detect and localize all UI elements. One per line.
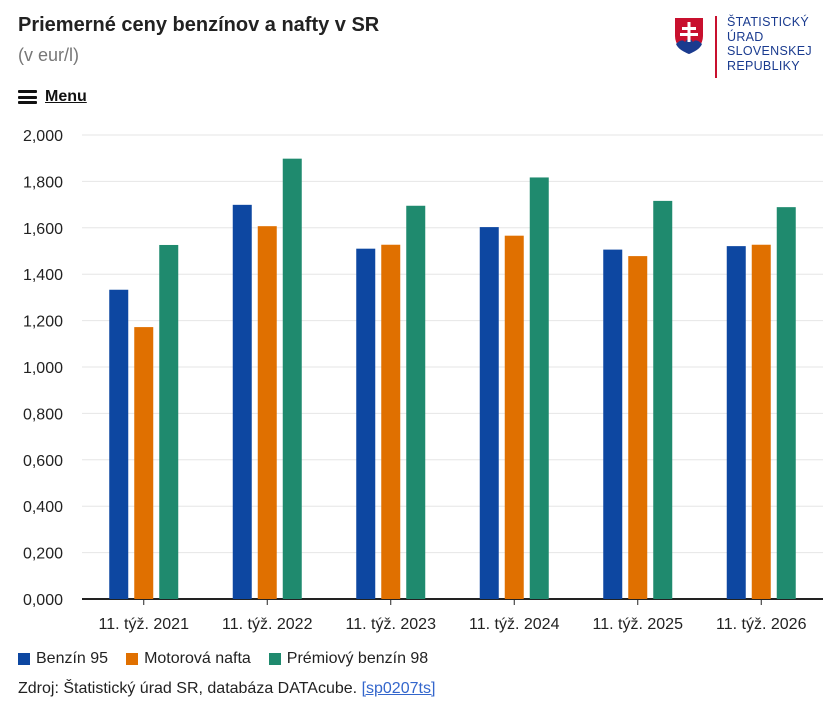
legend-item[interactable]: Motorová nafta xyxy=(126,650,251,668)
legend: Benzín 95 Motorová nafta Prémiový benzín… xyxy=(18,650,446,668)
y-tick-label: 0,200 xyxy=(23,546,63,563)
y-tick-label: 0,400 xyxy=(23,499,63,516)
bar xyxy=(726,246,746,600)
y-tick-label: 1,000 xyxy=(23,360,63,377)
logo-line: ŠTATISTICKÝ xyxy=(727,15,810,29)
bar xyxy=(406,205,426,599)
hamburger-icon xyxy=(18,90,37,104)
x-tick-label: 11. týž. 2024 xyxy=(469,616,560,633)
x-tick-label: 11. týž. 2021 xyxy=(99,616,190,633)
bar xyxy=(628,256,648,599)
x-tick-label: 11. týž. 2022 xyxy=(222,616,313,633)
legend-item[interactable]: Prémiový benzín 98 xyxy=(268,650,429,668)
source-note: Zdroj: Štatistický úrad SR, databáza DAT… xyxy=(18,680,435,698)
y-tick-label: 1,600 xyxy=(23,221,63,238)
source-link[interactable]: [sp0207ts] xyxy=(361,680,436,697)
logo-line: REPUBLIKY xyxy=(727,58,800,73)
chart-subtitle: (v eur/l) xyxy=(18,45,80,65)
y-tick-label: 0,600 xyxy=(23,453,63,470)
bar xyxy=(479,227,499,599)
bar xyxy=(232,204,252,599)
source-text: Zdroj: Štatistický úrad SR, databáza DAT… xyxy=(18,680,358,697)
legend-swatch xyxy=(18,653,30,665)
bar xyxy=(356,248,376,599)
bar xyxy=(109,289,129,599)
x-tick-label: 11. týž. 2025 xyxy=(593,616,684,633)
y-tick-label: 1,800 xyxy=(23,174,63,191)
y-tick-label: 0,800 xyxy=(23,406,63,423)
legend-label: Motorová nafta xyxy=(144,650,251,667)
legend-label: Prémiový benzín 98 xyxy=(286,650,429,667)
y-tick-label: 0,000 xyxy=(23,592,63,609)
bar-chart: 0,000 0,200 0,400 0,600 0,800 1,000 1,200 1,400… xyxy=(23,128,823,633)
logo-divider xyxy=(715,16,717,78)
chart-title: Priemerné ceny benzínov a nafty v SR xyxy=(18,14,380,36)
bar xyxy=(381,244,401,599)
susr-logo[interactable]: ŠTATISTICKÝ ÚRAD SLOVENSKEJ REPUBLIKY xyxy=(670,14,830,84)
legend-item[interactable]: Benzín 95 xyxy=(18,650,108,668)
y-tick-label: 1,200 xyxy=(23,314,63,331)
bar xyxy=(159,244,179,599)
logo-line: SLOVENSKEJ xyxy=(727,44,812,58)
bar xyxy=(529,177,549,599)
menu-label: Menu xyxy=(45,88,87,105)
x-tick-label: 11. týž. 2026 xyxy=(716,616,807,633)
bar xyxy=(653,200,673,599)
bar xyxy=(751,244,771,599)
bar xyxy=(282,158,302,599)
bar xyxy=(603,249,623,599)
coat-of-arms-icon xyxy=(673,16,705,56)
menu-button[interactable]: Menu xyxy=(18,88,87,106)
y-tick-label: 1,400 xyxy=(23,267,63,284)
y-tick-label: 2,000 xyxy=(23,128,63,145)
logo-line: ÚRAD xyxy=(727,29,764,44)
logo-text: ŠTATISTICKÝ ÚRAD SLOVENSKEJ REPUBLIKY xyxy=(727,15,812,73)
bar xyxy=(776,207,796,599)
bar xyxy=(504,235,524,600)
legend-swatch xyxy=(268,653,281,665)
x-tick-label: 11. týž. 2023 xyxy=(346,616,437,633)
legend-label: Benzín 95 xyxy=(36,650,109,667)
bar xyxy=(257,226,277,599)
bar xyxy=(134,327,154,599)
legend-swatch xyxy=(126,653,139,665)
